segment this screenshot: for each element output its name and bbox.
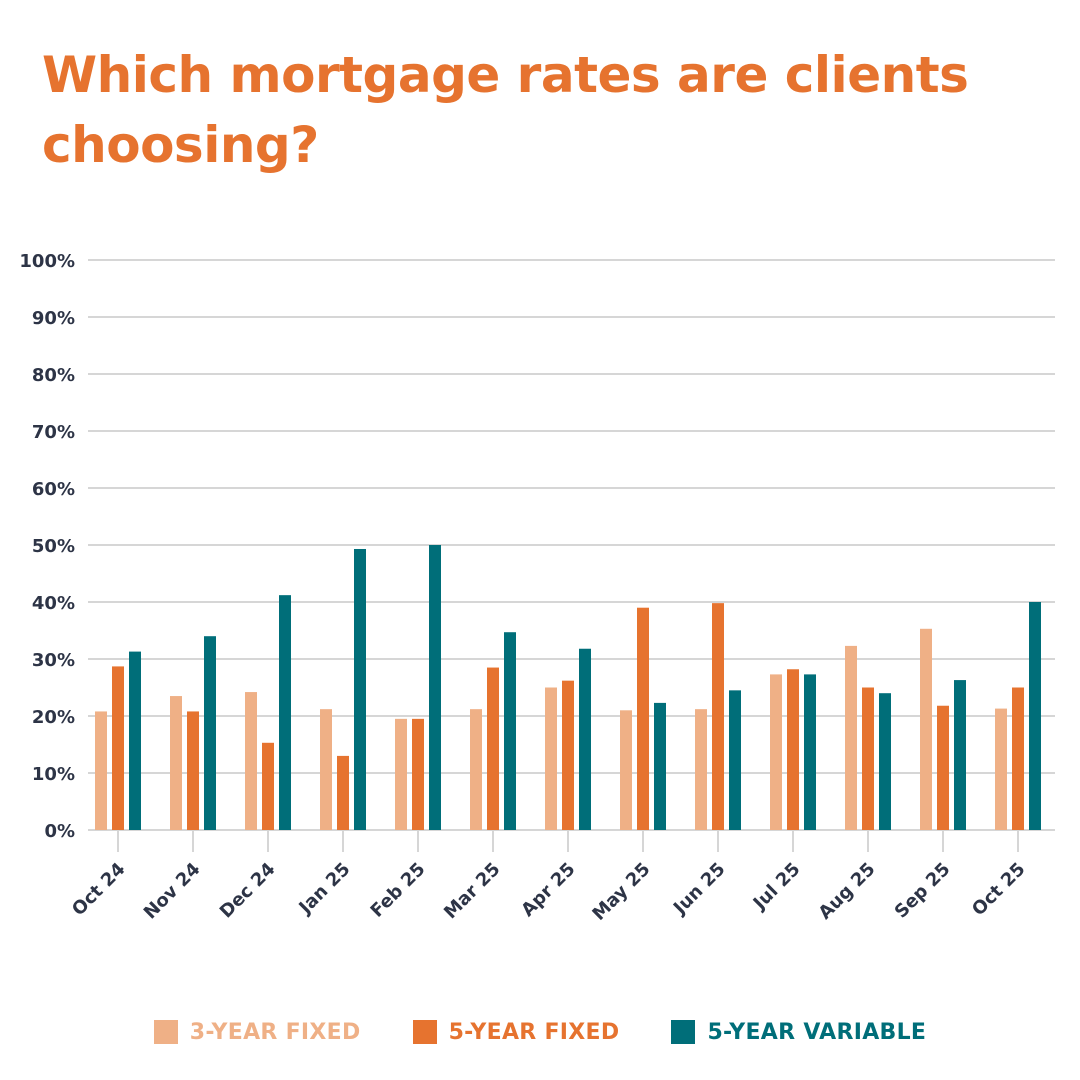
legend-swatch-3-year-fixed [153, 1020, 178, 1044]
x-tick-label: Dec 24 [216, 859, 280, 923]
bar-5-year-variable-mar-25 [504, 632, 516, 830]
bar-3-year-fixed-apr-25 [545, 687, 557, 830]
bar-5-year-fixed-jan-25 [337, 755, 349, 830]
y-tick-label: 90% [32, 308, 75, 329]
legend-swatch-5-year-variable [671, 1020, 696, 1044]
bar-5-year-variable-apr-25 [579, 648, 591, 830]
bar-5-year-fixed-oct-24 [112, 666, 124, 830]
bar-5-year-fixed-may-25 [637, 607, 649, 830]
bar-5-year-fixed-aug-25 [862, 687, 874, 830]
bar-5-year-variable-sep-25 [954, 680, 966, 830]
x-tick-label: Jan 25 [294, 859, 355, 920]
y-tick-label: 30% [32, 650, 75, 671]
bar-5-year-variable-oct-25 [1029, 602, 1041, 830]
bar-5-year-variable-aug-25 [879, 693, 891, 830]
bars [95, 545, 1041, 830]
y-tick-label: 100% [19, 251, 75, 272]
chart-title: Which mortgage rates are clients choosin… [42, 46, 969, 174]
bar-5-year-variable-dec-24 [279, 595, 291, 830]
bar-3-year-fixed-mar-25 [470, 709, 482, 830]
bar-3-year-fixed-oct-25 [995, 708, 1007, 830]
bar-5-year-variable-jan-25 [354, 548, 366, 830]
legend-label-3-year-fixed: 3-YEAR FIXED [189, 1019, 361, 1045]
x-tick-label: Mar 25 [440, 859, 505, 924]
bar-5-year-variable-oct-24 [129, 651, 141, 830]
bar-3-year-fixed-sep-25 [920, 628, 932, 830]
bar-5-year-fixed-feb-25 [412, 718, 424, 830]
bar-5-year-fixed-mar-25 [487, 667, 499, 830]
x-tick-label: Feb 25 [367, 859, 430, 922]
bar-5-year-variable-may-25 [654, 702, 666, 830]
bar-5-year-fixed-jul-25 [787, 669, 799, 830]
legend-swatch-5-year-fixed [412, 1020, 437, 1044]
x-axis-ticks [117, 830, 1019, 852]
legend-item-5-year-variable: 5-YEAR VARIABLE [671, 1020, 926, 1045]
x-tick-label: Oct 25 [968, 859, 1029, 920]
bar-5-year-fixed-dec-24 [262, 742, 274, 830]
bar-5-year-variable-nov-24 [204, 636, 216, 830]
y-tick-label: 40% [32, 593, 75, 614]
x-tick-label: Nov 24 [140, 859, 205, 924]
bar-chart: 0% 10% 20% 30% 40% 50% 60% 70% 80% 90% 100% Oct 24… [19, 251, 1055, 925]
x-tick-label: Oct 24 [68, 859, 129, 920]
y-axis-labels: 0% 10% 20% 30% 40% 50% 60% 70% 80% 90% 100% [19, 251, 75, 842]
x-tick-label: Sep 25 [891, 859, 955, 923]
bar-3-year-fixed-jun-25 [695, 709, 707, 830]
bar-3-year-fixed-feb-25 [395, 718, 407, 830]
y-tick-label: 70% [32, 422, 75, 443]
bar-3-year-fixed-dec-24 [245, 692, 257, 830]
y-tick-label: 0% [44, 821, 75, 842]
bar-5-year-fixed-jun-25 [712, 603, 724, 830]
bar-5-year-fixed-sep-25 [937, 705, 949, 830]
bar-5-year-fixed-nov-24 [187, 711, 199, 830]
bar-5-year-variable-jul-25 [804, 674, 816, 830]
bar-5-year-variable-feb-25 [429, 545, 441, 830]
legend-label-5-year-fixed: 5-YEAR FIXED [448, 1019, 620, 1045]
x-tick-label: Apr 25 [517, 859, 579, 921]
x-axis-labels: Oct 24 Nov 24 Dec 24 Jan 25 Feb 25 Mar 25 Apr … [68, 859, 1029, 925]
bar-3-year-fixed-oct-24 [95, 711, 107, 830]
y-tick-label: 60% [32, 479, 75, 500]
bar-5-year-fixed-apr-25 [562, 680, 574, 830]
gridlines [88, 259, 1055, 831]
bar-3-year-fixed-jan-25 [320, 709, 332, 830]
y-tick-label: 10% [32, 764, 75, 785]
bar-3-year-fixed-may-25 [620, 710, 632, 830]
x-tick-label: Jun 25 [668, 859, 729, 920]
x-tick-label: Aug 25 [815, 859, 880, 924]
x-tick-label: Jul 25 [748, 859, 805, 916]
y-tick-label: 80% [32, 365, 75, 386]
legend-label-5-year-variable: 5-YEAR VARIABLE [707, 1019, 927, 1045]
bar-3-year-fixed-jul-25 [770, 674, 782, 830]
bar-3-year-fixed-nov-24 [170, 696, 182, 830]
bar-5-year-variable-jun-25 [729, 690, 741, 830]
y-tick-label: 50% [32, 536, 75, 557]
legend: 3-YEAR FIXED 5-YEAR FIXED 5-YEAR VARIABL… [0, 1012, 1080, 1052]
legend-item-5-year-fixed: 5-YEAR FIXED [412, 1019, 620, 1045]
y-tick-label: 20% [32, 707, 75, 728]
bar-5-year-fixed-oct-25 [1012, 687, 1024, 830]
legend-item-3-year-fixed: 3-YEAR FIXED [153, 1019, 361, 1045]
bar-3-year-fixed-aug-25 [845, 645, 857, 830]
x-tick-label: May 25 [588, 859, 654, 925]
